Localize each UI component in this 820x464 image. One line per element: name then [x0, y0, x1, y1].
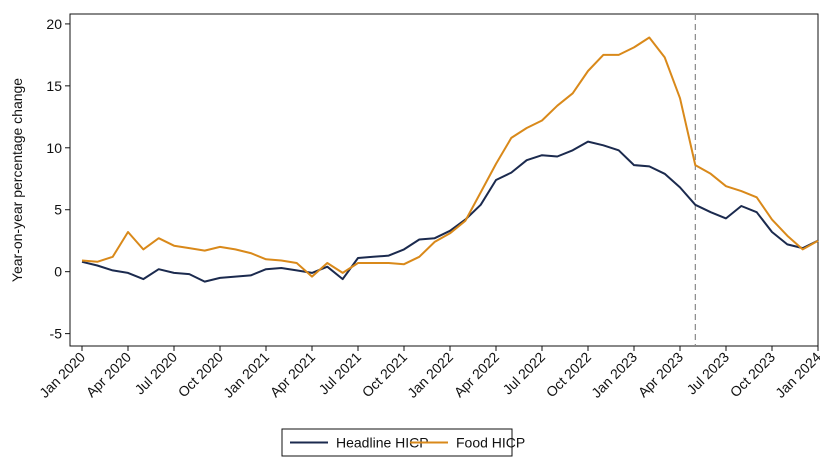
y-tick-label: 5 [54, 202, 62, 218]
x-tick-label: Apr 2023 [635, 349, 687, 401]
x-tick-label: Jul 2022 [499, 349, 548, 398]
y-tick-label: -5 [50, 326, 63, 342]
legend-label: Food HICP [456, 435, 525, 451]
x-tick-label: Oct 2022 [543, 349, 595, 401]
x-tick-label: Jan 2021 [220, 349, 272, 401]
x-tick-label: Oct 2020 [175, 349, 227, 401]
series-line [81, 36, 819, 278]
x-tick-label: Jul 2020 [131, 349, 180, 398]
x-tick-label: Jan 2022 [404, 349, 456, 401]
x-tick-label: Apr 2021 [267, 349, 319, 401]
series-line [81, 140, 819, 283]
y-tick-label: 0 [54, 264, 62, 280]
plot-frame [69, 13, 819, 347]
y-tick-label: 20 [46, 16, 62, 32]
x-tick-label: Oct 2023 [727, 349, 779, 401]
x-tick-label: Oct 2021 [359, 349, 411, 401]
legend-label: Headline HICP [336, 435, 429, 451]
x-tick-label: Apr 2022 [451, 349, 503, 401]
x-tick-label: Jan 2023 [588, 349, 640, 401]
x-tick-label: Jul 2021 [315, 349, 364, 398]
x-tick-label: Jan 2020 [36, 349, 88, 401]
y-tick-label: 15 [46, 78, 62, 94]
y-tick-label: 10 [46, 140, 62, 156]
x-tick-label: Apr 2020 [83, 349, 135, 401]
y-axis-label: Year-on-year percentage change [9, 78, 25, 282]
x-tick-label: Jul 2023 [683, 349, 732, 398]
x-tick-label: Jan 2024 [772, 349, 820, 401]
